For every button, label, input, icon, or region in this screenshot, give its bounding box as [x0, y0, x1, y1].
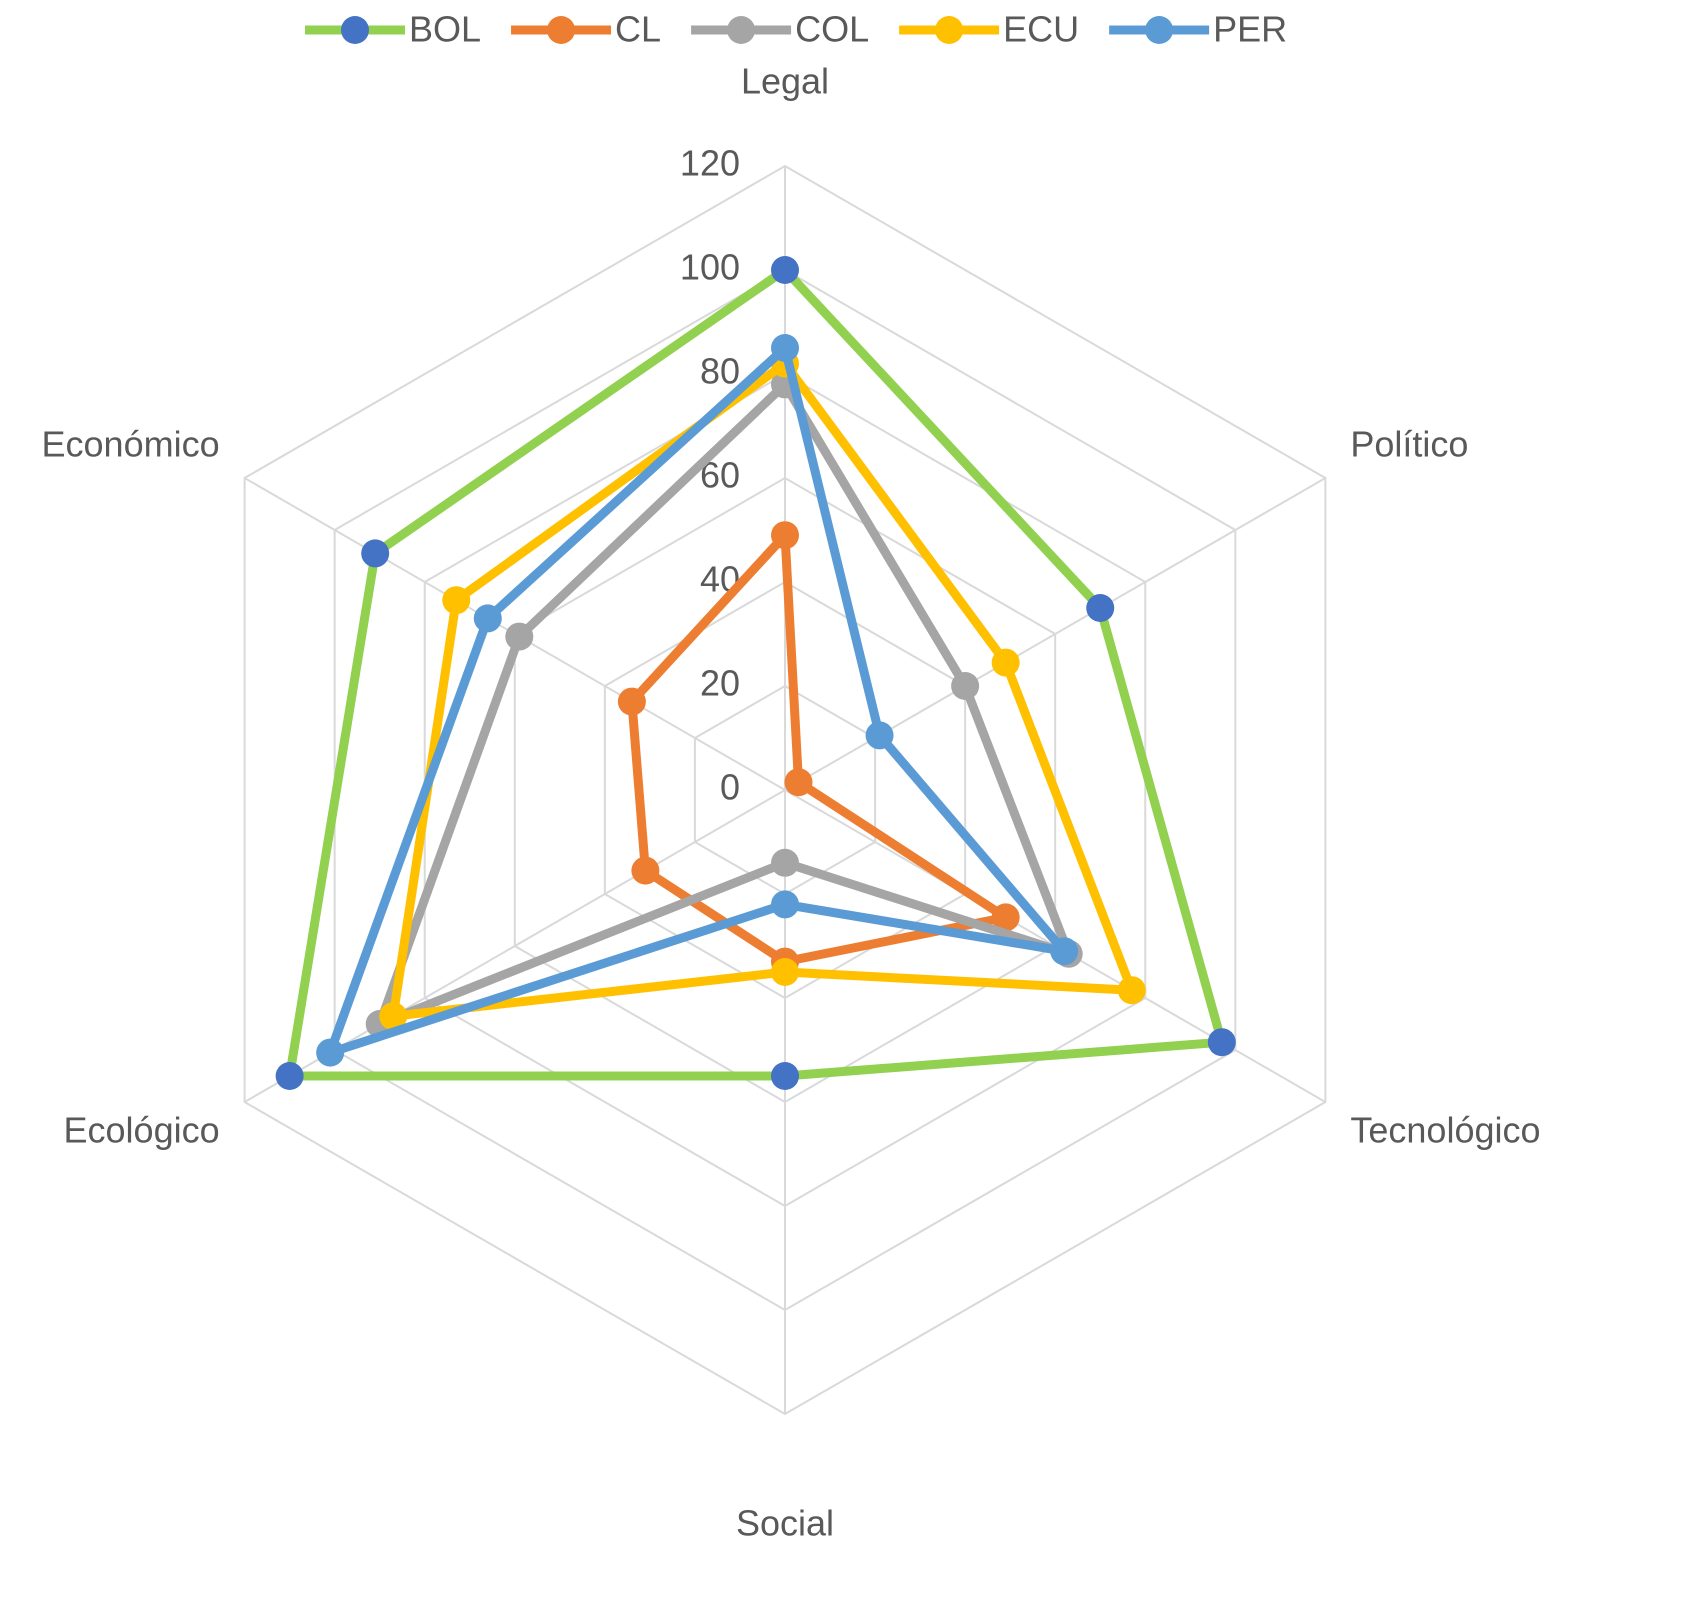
- data-point: [442, 586, 471, 615]
- data-point: [771, 958, 799, 986]
- data-point: [1207, 1028, 1236, 1057]
- data-point: [771, 1062, 799, 1090]
- legend-label: COL: [795, 9, 869, 50]
- data-point: [275, 1062, 304, 1090]
- data-point: [771, 334, 799, 362]
- data-point: [771, 521, 799, 550]
- category-label: Económico: [42, 424, 220, 465]
- data-point: [771, 890, 799, 919]
- category-label: Legal: [741, 61, 829, 102]
- data-point: [316, 1038, 345, 1067]
- r-tick-label: 20: [700, 663, 740, 704]
- data-point: [631, 856, 660, 885]
- data-point: [865, 721, 894, 750]
- data-point: [771, 848, 799, 877]
- legend-marker: [1145, 16, 1174, 44]
- data-point: [1050, 937, 1079, 966]
- legend-label: CL: [615, 9, 661, 50]
- data-point: [784, 768, 813, 797]
- data-point: [951, 672, 980, 700]
- legend-marker: [935, 16, 964, 44]
- legend-label: ECU: [1003, 9, 1079, 50]
- data-point: [473, 604, 502, 633]
- data-point: [771, 256, 799, 284]
- data-point: [361, 539, 390, 568]
- data-point: [379, 1002, 408, 1031]
- data-point: [1086, 594, 1115, 622]
- legend-marker: [341, 16, 369, 44]
- data-point: [1117, 976, 1146, 1005]
- data-point: [617, 687, 646, 716]
- r-tick-label: 80: [700, 351, 740, 392]
- category-label: Político: [1350, 424, 1468, 465]
- data-point: [991, 648, 1020, 677]
- category-label: Ecológico: [64, 1110, 220, 1151]
- category-label: Social: [736, 1503, 834, 1544]
- data-point: [505, 622, 534, 651]
- legend-marker: [547, 16, 576, 44]
- legend-label: PER: [1213, 9, 1287, 50]
- data-point: [991, 903, 1020, 932]
- r-tick-label: 100: [680, 247, 740, 288]
- r-tick-label: 0: [720, 767, 740, 808]
- legend-label: BOL: [409, 9, 481, 50]
- legend-marker: [727, 16, 756, 44]
- category-label: Tecnológico: [1350, 1110, 1540, 1151]
- r-tick-label: 120: [680, 143, 740, 184]
